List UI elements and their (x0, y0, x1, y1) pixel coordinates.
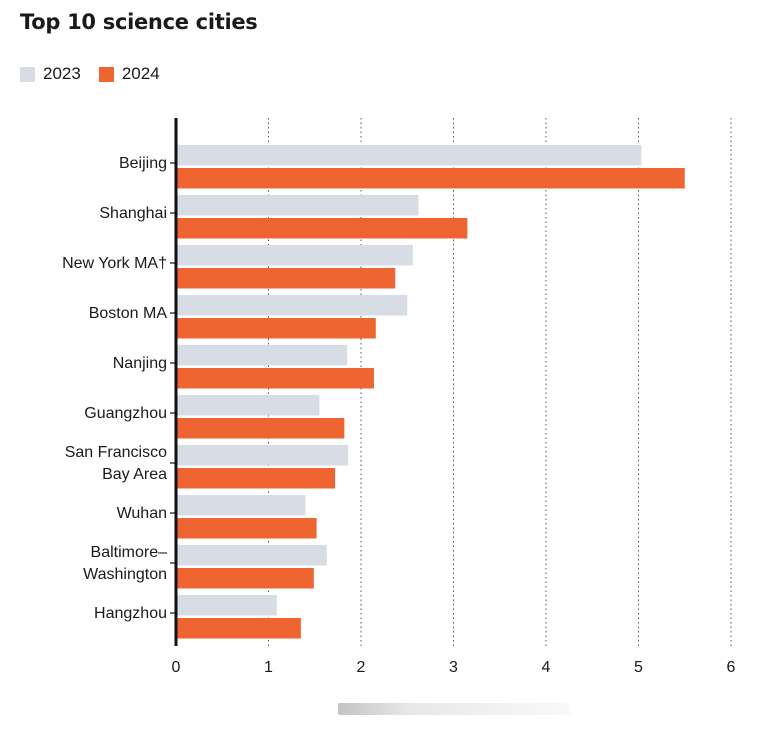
category-label-6: Guangzhou (84, 405, 167, 422)
category-label-2: Shanghai (99, 205, 167, 222)
bar-2023-4 (176, 295, 408, 316)
category-label-10: Hangzhou (94, 605, 167, 622)
bar-2024-10 (176, 618, 301, 639)
bar-2024-5 (176, 368, 374, 389)
bar-2024-4 (176, 318, 376, 339)
footer-decoration (338, 703, 570, 715)
category-label-8: Wuhan (117, 505, 167, 522)
x-tick-label-6: 6 (727, 659, 736, 676)
bar-2024-9 (176, 568, 314, 589)
bar-2024-3 (176, 268, 396, 289)
bar-2024-8 (176, 518, 317, 539)
chart-title: Top 10 science cities (20, 10, 258, 34)
bar-2023-1 (176, 145, 642, 166)
bar-2024-1 (176, 168, 685, 189)
x-tick-label-2: 2 (357, 659, 366, 676)
x-tick-label-3: 3 (449, 659, 458, 676)
legend: 2023 2024 (20, 64, 178, 84)
legend-label-2023: 2023 (43, 64, 81, 83)
legend-swatch-2023 (20, 66, 35, 82)
x-tick-label-0: 0 (172, 659, 181, 676)
x-tick-label-1: 1 (264, 659, 273, 676)
legend-item-2023: 2023 (20, 64, 81, 84)
bar-2023-8 (176, 495, 306, 516)
category-label-4: Boston MA (89, 305, 168, 322)
bar-2023-7 (176, 445, 349, 466)
legend-item-2024: 2024 (98, 64, 160, 84)
bar-2023-6 (176, 395, 320, 416)
bar-2023-9 (176, 545, 327, 566)
legend-label-2024: 2024 (121, 64, 160, 83)
x-tick-label-5: 5 (634, 659, 643, 676)
bar-2023-3 (176, 245, 413, 266)
category-label-5: Nanjing (113, 355, 167, 372)
bar-2023-10 (176, 595, 277, 616)
x-tick-label-4: 4 (542, 659, 551, 676)
bar-2023-5 (176, 345, 348, 366)
category-label-1: Beijing (119, 155, 167, 172)
bar-2024-2 (176, 218, 468, 239)
category-label-3: New York MA† (62, 255, 167, 272)
legend-swatch-2024 (98, 66, 114, 82)
category-label-9: Baltimore– Washington (83, 544, 167, 583)
bar-2024-6 (176, 418, 345, 439)
bar-2024-7 (176, 468, 336, 489)
bar-2023-2 (176, 195, 419, 216)
category-label-7: San Francisco Bay Area (65, 444, 167, 483)
